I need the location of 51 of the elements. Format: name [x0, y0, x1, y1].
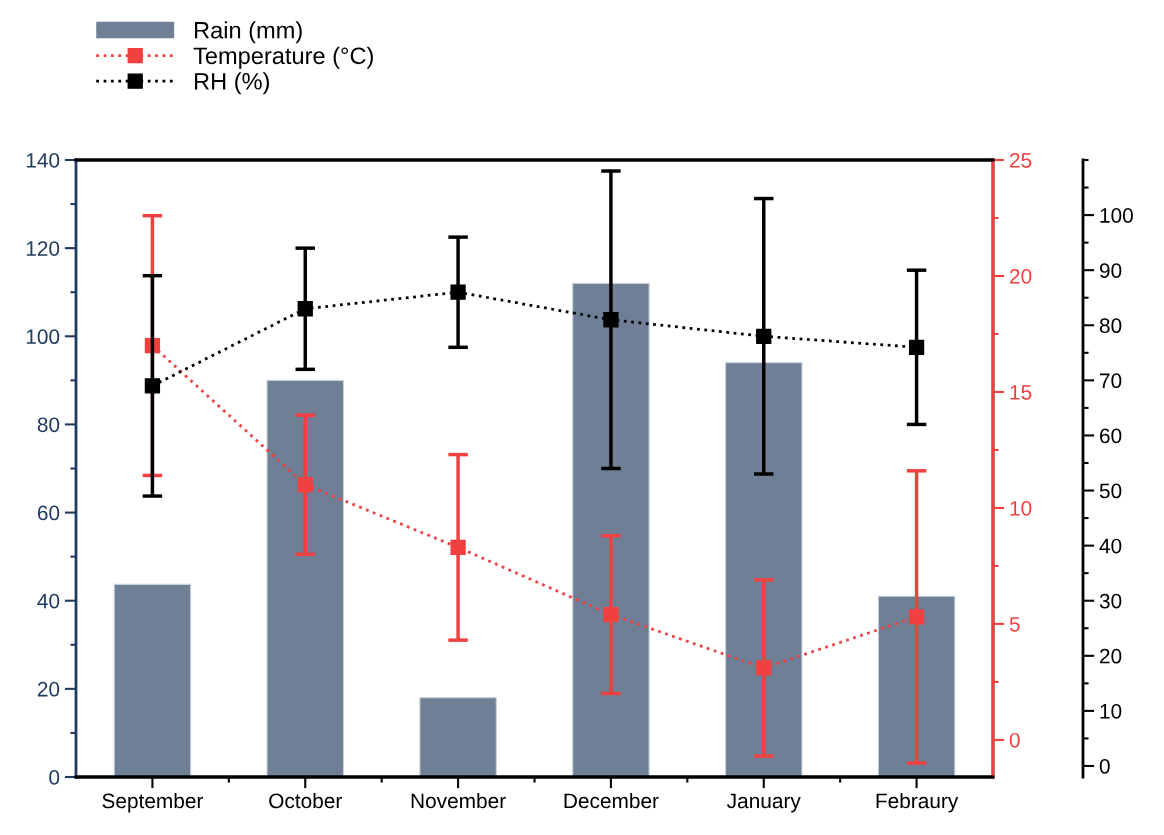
point [450, 284, 466, 300]
y3-tick-label: 40 [1099, 538, 1122, 554]
bar [266, 379, 345, 777]
legend-label: Rain (mm) [194, 21, 302, 44]
y3-tick-label: 20 [1100, 648, 1122, 664]
y3-tick-label: 0 [1099, 758, 1110, 774]
y2-tick-label: 20 [1010, 268, 1032, 284]
y-tick-label: 140 [26, 153, 60, 168]
x-tick-label: Febraury [876, 792, 959, 813]
y3-tick-label: 70 [1100, 373, 1122, 389]
legend-label: RH (%) [194, 72, 269, 95]
y-tick-label: 60 [37, 505, 60, 521]
y3-tick-label: 30 [1099, 593, 1122, 609]
bar [724, 362, 803, 777]
y3-tick-label: 80 [1099, 318, 1122, 334]
y2-tick-label: 25 [1010, 153, 1032, 168]
point [908, 339, 925, 355]
point [297, 301, 313, 317]
y3-tick-label: 50 [1099, 483, 1122, 499]
x-tick-label: September [102, 792, 204, 813]
y-tick-label: 80 [37, 417, 60, 433]
point [756, 328, 772, 344]
x-tick-label: January [727, 793, 801, 813]
y-tick-label: 100 [26, 329, 60, 345]
point [756, 660, 772, 676]
y2-tick-label: 0 [1009, 732, 1020, 748]
bar [877, 595, 956, 777]
bar [419, 697, 497, 777]
y2-tick-label: 15 [1010, 385, 1032, 400]
point [603, 312, 619, 328]
bar [572, 282, 650, 777]
y2-tick-label: 10 [1010, 500, 1032, 516]
y3-tick-label: 10 [1100, 703, 1122, 719]
x-tick-label: December [564, 792, 659, 809]
point [144, 378, 161, 394]
y2-tick-label: 5 [1009, 617, 1020, 632]
y-tick-label: 0 [49, 770, 60, 785]
point [297, 477, 313, 493]
x-tick-label: November [411, 792, 506, 809]
y3-tick-label: 100 [1100, 208, 1133, 223]
x-tick-label: October [269, 792, 342, 809]
point [603, 606, 619, 623]
point [450, 539, 466, 556]
y3-tick-label: 90 [1099, 263, 1122, 278]
bar [113, 583, 192, 777]
y-tick-label: 40 [37, 593, 60, 609]
y3-tick-label: 60 [1100, 428, 1122, 444]
point [908, 609, 925, 625]
y-tick-label: 20 [37, 681, 60, 697]
legend-label: Temperature (°C) [193, 46, 373, 69]
y-tick-label: 120 [26, 241, 60, 256]
